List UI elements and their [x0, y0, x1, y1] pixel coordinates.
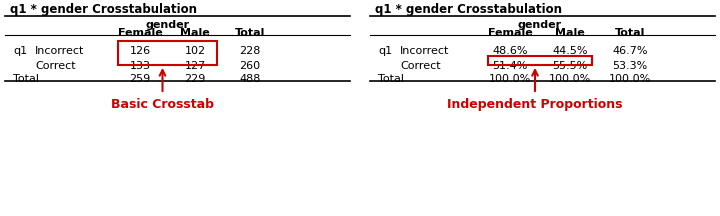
Text: 48.6%: 48.6%	[492, 46, 528, 56]
Text: Male: Male	[555, 28, 585, 38]
Text: 260: 260	[240, 61, 261, 71]
Text: 127: 127	[184, 61, 206, 71]
Text: Total: Total	[13, 74, 39, 84]
Text: q1: q1	[13, 46, 27, 56]
Text: 229: 229	[184, 74, 206, 84]
Text: Incorrect: Incorrect	[400, 46, 449, 56]
Bar	[488, 56, 592, 65]
Text: 53.3%: 53.3%	[613, 61, 647, 71]
Text: gender: gender	[518, 20, 562, 30]
Text: q1 * gender Crosstabulation: q1 * gender Crosstabulation	[10, 3, 197, 16]
Text: 133: 133	[130, 61, 150, 71]
Text: 228: 228	[239, 46, 261, 56]
Text: gender: gender	[145, 20, 189, 30]
Text: 44.5%: 44.5%	[552, 46, 588, 56]
Bar	[118, 41, 217, 65]
Text: 100.0%: 100.0%	[549, 74, 591, 84]
Text: Correct: Correct	[35, 61, 76, 71]
Text: 55.5%: 55.5%	[552, 61, 588, 71]
Text: Total: Total	[615, 28, 645, 38]
Text: 126: 126	[130, 46, 150, 56]
Text: 46.7%: 46.7%	[612, 46, 648, 56]
Text: Basic Crosstab: Basic Crosstab	[111, 98, 214, 111]
Text: Female: Female	[487, 28, 532, 38]
Text: 102: 102	[184, 46, 206, 56]
Text: Independent Proportions: Independent Proportions	[447, 98, 623, 111]
Text: Total: Total	[378, 74, 404, 84]
Text: Correct: Correct	[400, 61, 441, 71]
Text: Incorrect: Incorrect	[35, 46, 84, 56]
Text: q1: q1	[378, 46, 392, 56]
Text: Female: Female	[117, 28, 163, 38]
Text: 51.4%: 51.4%	[492, 61, 528, 71]
Text: 100.0%: 100.0%	[489, 74, 531, 84]
Text: Total: Total	[235, 28, 265, 38]
Text: q1 * gender Crosstabulation: q1 * gender Crosstabulation	[375, 3, 562, 16]
Text: 259: 259	[130, 74, 150, 84]
Text: 100.0%: 100.0%	[609, 74, 651, 84]
Text: 488: 488	[239, 74, 261, 84]
Text: Male: Male	[180, 28, 210, 38]
